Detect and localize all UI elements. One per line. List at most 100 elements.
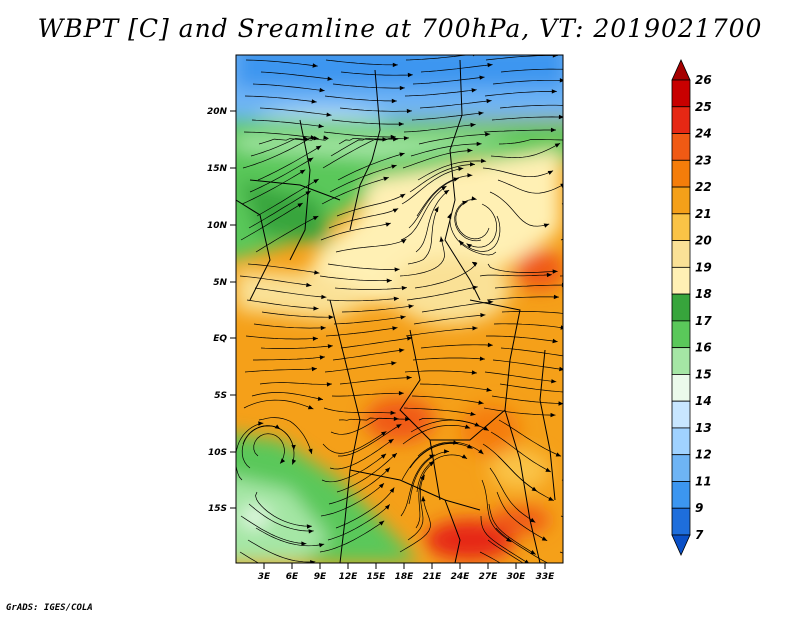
streamline (336, 193, 406, 217)
streamline (340, 71, 413, 76)
streamline-arrowhead (546, 272, 552, 278)
streamline (239, 275, 312, 286)
lat-tick: 15S (208, 504, 236, 514)
streamline (410, 419, 481, 433)
streamline-arrowhead (470, 122, 476, 128)
streamline-arrowhead (307, 405, 314, 410)
wbpt-field (236, 55, 563, 563)
latitude-axis: 20N 15N 10N 5N EQ 5S 10S 15S (207, 107, 236, 514)
colorbar-label: 14 (695, 394, 712, 408)
streamline-arrowhead (292, 459, 297, 465)
streamline-arrowhead (470, 162, 475, 167)
streamline-arrowhead (310, 560, 316, 563)
streamline-arrowhead (458, 166, 464, 171)
lon-label-6e: 6E (286, 572, 299, 582)
streamline (240, 515, 307, 545)
streamline-arrowhead (327, 344, 333, 349)
streamline-arrowhead (306, 524, 312, 529)
streamline (483, 129, 556, 133)
streamline (501, 311, 563, 314)
streamline (259, 107, 332, 116)
streamline-arrowhead (392, 326, 398, 331)
lat-label-5s: 5S (214, 391, 227, 401)
streamline-arrowhead (389, 487, 395, 493)
streamline-arrowhead (541, 536, 548, 541)
streamline (419, 383, 492, 391)
colorbar-swatch (671, 213, 691, 241)
streamline (247, 263, 320, 274)
streamline-arrowhead (303, 136, 309, 141)
colorbar-swatch (671, 400, 691, 429)
streamline-arrowhead (391, 164, 397, 169)
streamline-arrowhead (407, 336, 413, 341)
colorbar-label: 20 (695, 234, 712, 248)
colorbar-swatch (671, 106, 691, 134)
streamline (337, 152, 405, 181)
streamline (479, 551, 501, 563)
streamline (403, 407, 476, 416)
streamline-arrowhead (391, 361, 397, 366)
country-borders (236, 59, 556, 563)
lat-label-eq: EQ (213, 334, 227, 344)
streamline-arrowhead (407, 72, 413, 78)
streamline (339, 107, 412, 112)
colorbar-swatch (671, 507, 691, 536)
streamline (255, 215, 319, 253)
map-frame (235, 54, 564, 564)
streamline (458, 215, 501, 252)
streamline-arrowhead (381, 431, 387, 436)
streamline-arrowhead (383, 176, 389, 181)
streamline (258, 417, 313, 455)
colorbar-label: 15 (695, 367, 712, 381)
colorbar-label: 24 (695, 127, 712, 141)
streamline (338, 137, 409, 145)
streamline (490, 431, 551, 473)
streamline (244, 368, 317, 373)
streamline-arrowhead (378, 483, 384, 489)
streamline-arrowhead (308, 529, 314, 534)
streamline-arrowhead (310, 135, 316, 140)
streamline (406, 286, 478, 301)
streamline (335, 487, 395, 529)
streamline-arrowhead (474, 422, 480, 427)
streamline-arrowhead (478, 449, 484, 455)
streamline (400, 454, 435, 517)
colorbar-labels: 26 25 24 23 22 21 20 19 18 17 16 15 14 13 12 11 9 7 (695, 73, 712, 542)
lat-tick: 5S (214, 391, 236, 401)
streamline (326, 297, 399, 302)
streamline-arrowhead (472, 262, 478, 267)
streamline-arrowhead (321, 294, 327, 300)
streamline-arrowhead (441, 186, 447, 191)
streamline (323, 131, 396, 138)
streamline (241, 169, 306, 205)
streamline (410, 143, 482, 157)
colorbar-swatch (671, 266, 691, 295)
streamline-arrowhead (486, 387, 492, 392)
streamline-arrowhead (382, 137, 388, 142)
streamline (413, 314, 486, 325)
streamline (412, 357, 485, 361)
streamline-arrowhead (392, 208, 399, 213)
streamline (407, 206, 439, 265)
streamline (254, 287, 327, 298)
streamline (486, 335, 558, 343)
streamline (331, 392, 404, 397)
colorbar-label: 16 (695, 341, 712, 355)
lon-tick: 9E (314, 563, 327, 582)
streamline (405, 327, 478, 337)
streamline-arrowhead (530, 550, 536, 555)
lon-tick: 24E (451, 563, 471, 582)
streamline (257, 145, 322, 181)
streamline (491, 395, 563, 405)
streamline (559, 551, 563, 554)
streamline-arrowhead (408, 304, 414, 309)
streamline-arrowhead (480, 313, 486, 318)
streamline-arrowhead (476, 141, 482, 147)
lon-label-24e: 24E (451, 572, 471, 582)
streamline (495, 527, 549, 563)
streamline (493, 323, 563, 329)
streamline-arrowhead (405, 417, 411, 422)
streamline-arrowhead (485, 132, 491, 137)
streamline (321, 453, 387, 483)
